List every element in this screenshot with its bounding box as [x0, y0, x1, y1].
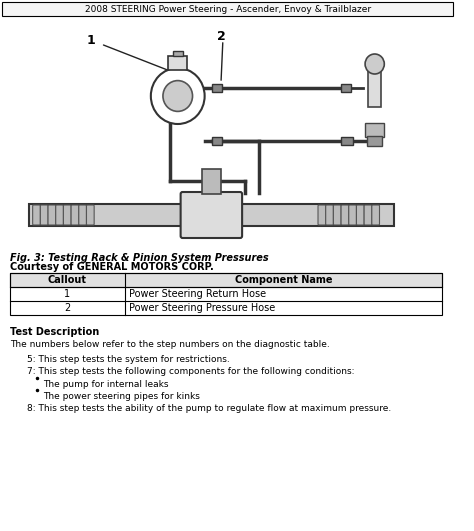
- FancyBboxPatch shape: [212, 137, 222, 145]
- FancyBboxPatch shape: [79, 205, 86, 225]
- Text: Power Steering Return Hose: Power Steering Return Hose: [129, 289, 266, 299]
- Text: Courtesy of GENERAL MOTORS CORP.: Courtesy of GENERAL MOTORS CORP.: [9, 262, 213, 272]
- FancyBboxPatch shape: [56, 205, 64, 225]
- FancyBboxPatch shape: [367, 136, 383, 146]
- Circle shape: [151, 68, 205, 124]
- Text: 1: 1: [64, 289, 70, 299]
- Text: Power Steering Pressure Hose: Power Steering Pressure Hose: [129, 303, 275, 313]
- FancyBboxPatch shape: [9, 273, 442, 287]
- Text: 2: 2: [217, 30, 225, 42]
- FancyBboxPatch shape: [40, 205, 48, 225]
- FancyBboxPatch shape: [202, 169, 221, 194]
- FancyBboxPatch shape: [33, 205, 40, 225]
- Text: 2008 STEERING Power Steering - Ascender, Envoy & Trailblazer: 2008 STEERING Power Steering - Ascender,…: [85, 4, 371, 13]
- FancyBboxPatch shape: [341, 84, 351, 92]
- FancyBboxPatch shape: [86, 205, 94, 225]
- FancyBboxPatch shape: [333, 205, 341, 225]
- Text: Callout: Callout: [48, 275, 87, 285]
- Text: 1: 1: [87, 35, 96, 47]
- FancyBboxPatch shape: [71, 205, 79, 225]
- FancyBboxPatch shape: [372, 205, 380, 225]
- Text: The numbers below refer to the step numbers on the diagnostic table.: The numbers below refer to the step numb…: [9, 340, 329, 349]
- FancyBboxPatch shape: [365, 123, 384, 137]
- Circle shape: [163, 81, 192, 112]
- FancyBboxPatch shape: [318, 205, 326, 225]
- Text: 8: This step tests the ability of the pump to regulate flow at maximum pressure.: 8: This step tests the ability of the pu…: [27, 404, 391, 413]
- FancyBboxPatch shape: [326, 205, 333, 225]
- FancyBboxPatch shape: [341, 137, 353, 145]
- Text: 5: This step tests the system for restrictions.: 5: This step tests the system for restri…: [27, 355, 229, 364]
- Text: Fig. 3: Testing Rack & Pinion System Pressures: Fig. 3: Testing Rack & Pinion System Pre…: [9, 253, 268, 263]
- FancyBboxPatch shape: [341, 205, 349, 225]
- FancyBboxPatch shape: [364, 205, 372, 225]
- Text: Component Name: Component Name: [235, 275, 332, 285]
- FancyBboxPatch shape: [173, 51, 182, 56]
- FancyBboxPatch shape: [349, 205, 356, 225]
- Circle shape: [365, 54, 384, 74]
- FancyBboxPatch shape: [29, 204, 394, 226]
- FancyBboxPatch shape: [181, 192, 242, 238]
- FancyBboxPatch shape: [64, 205, 71, 225]
- FancyBboxPatch shape: [48, 205, 56, 225]
- FancyBboxPatch shape: [356, 205, 364, 225]
- Text: 2: 2: [64, 303, 70, 313]
- Text: Test Description: Test Description: [9, 327, 99, 337]
- FancyBboxPatch shape: [168, 56, 187, 70]
- FancyBboxPatch shape: [368, 65, 382, 107]
- Text: 7: This step tests the following components for the following conditions:: 7: This step tests the following compone…: [27, 367, 355, 376]
- Text: The power steering pipes for kinks: The power steering pipes for kinks: [43, 392, 200, 401]
- FancyBboxPatch shape: [2, 2, 454, 16]
- FancyBboxPatch shape: [212, 84, 222, 92]
- Text: The pump for internal leaks: The pump for internal leaks: [43, 380, 169, 389]
